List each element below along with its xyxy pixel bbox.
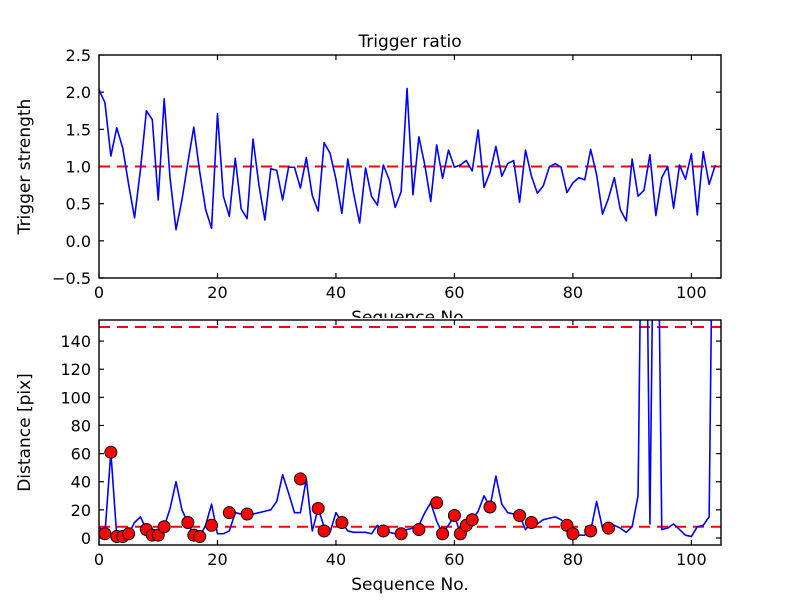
axes-distance-pix: 0 20 40 60 80 100 0 20 40 60 80 100 120 140 Sequence…	[15, 319, 722, 595]
landmark-marker	[157, 520, 171, 534]
distance-data-group	[99, 320, 713, 544]
y-tick-label: 140	[60, 332, 91, 351]
axes-trigger-ratio: 0 20 40 60 80 100 −0.5 0.0 0.5 1.0 1.5 2.0 2.5 Trig…	[15, 32, 722, 328]
axes-frame-top	[98, 54, 722, 279]
x-tick-label: 0	[94, 283, 104, 302]
x-tick-label: 80	[563, 283, 583, 302]
x-tick-label: 20	[207, 550, 227, 569]
tick-marks-bottom	[98, 320, 721, 545]
axes-frame-bottom	[98, 319, 722, 546]
landmark-marker	[99, 527, 112, 541]
landmark-marker	[376, 524, 390, 538]
landmark-marker	[524, 516, 538, 529]
x-tick-label: 60	[444, 283, 464, 302]
x-tick-label: 40	[326, 550, 346, 569]
y-axis-label-bottom: Distance [pix]	[15, 373, 35, 492]
y-tick-labels-top: −0.5 0.0 0.5 1.0 1.5 2.0 2.5	[52, 46, 91, 288]
x-tick-label: 20	[207, 283, 227, 302]
y-tick-label: 1.0	[66, 158, 91, 177]
y-tick-label: 0.0	[66, 232, 91, 251]
y-axis-label-top: Trigger strength	[15, 99, 35, 236]
landmark-marker	[122, 527, 136, 541]
y-tick-label: 2.0	[66, 83, 91, 102]
y-tick-label: 120	[60, 360, 91, 379]
landmark-marker	[447, 508, 461, 522]
landmark-marker	[601, 521, 615, 535]
landmark-marker	[566, 527, 580, 541]
landmark-marker	[465, 513, 479, 527]
landmark-marker	[181, 516, 195, 529]
y-tick-label: 0	[81, 529, 91, 548]
landmark-marker	[584, 524, 598, 538]
x-tick-label: 80	[563, 550, 583, 569]
y-tick-labels-bottom: 0 20 40 60 80 100 120 140	[60, 332, 91, 548]
landmark-marker	[104, 445, 118, 459]
x-tick-label: 100	[676, 283, 707, 302]
y-tick-label: 80	[71, 416, 91, 435]
x-tick-label: 60	[444, 550, 464, 569]
landmark-marker	[311, 501, 325, 515]
landmark-marker	[240, 507, 254, 521]
y-tick-label: −0.5	[52, 269, 91, 288]
y-tick-label: 60	[71, 445, 91, 464]
x-tick-labels-bottom: 0 20 40 60 80 100	[94, 550, 707, 569]
y-tick-label: 0.5	[66, 195, 91, 214]
x-tick-label: 100	[676, 550, 707, 569]
landmark-marker	[205, 518, 219, 532]
landmark-marker	[394, 527, 408, 541]
landmark-marker	[317, 524, 331, 538]
y-tick-label: 20	[71, 501, 91, 520]
x-tick-label: 0	[94, 550, 104, 569]
detected-landmark-markers	[99, 445, 615, 544]
plot-area-bottom	[99, 320, 721, 545]
y-tick-label: 2.5	[66, 46, 91, 65]
landmark-marker	[222, 506, 236, 520]
landmark-marker	[193, 530, 207, 544]
landmark-marker	[430, 496, 444, 510]
y-tick-label: 40	[71, 473, 91, 492]
x-tick-label: 40	[326, 283, 346, 302]
landmark-marker	[412, 523, 426, 537]
y-tick-label: 1.5	[66, 120, 91, 139]
landmark-marker	[513, 508, 527, 522]
chart-title-top: Trigger ratio	[357, 32, 461, 52]
x-axis-label-bottom: Sequence No.	[351, 575, 468, 595]
landmark-marker	[483, 500, 497, 514]
trigger-strength-line	[98, 87, 716, 231]
landmark-marker	[293, 472, 307, 486]
threshold-lines-bottom	[99, 326, 721, 528]
y-tick-label: 100	[60, 388, 91, 407]
x-tick-labels-top: 0 20 40 60 80 100	[94, 283, 707, 302]
landmark-marker	[335, 516, 349, 529]
landmark-marker	[436, 527, 450, 541]
